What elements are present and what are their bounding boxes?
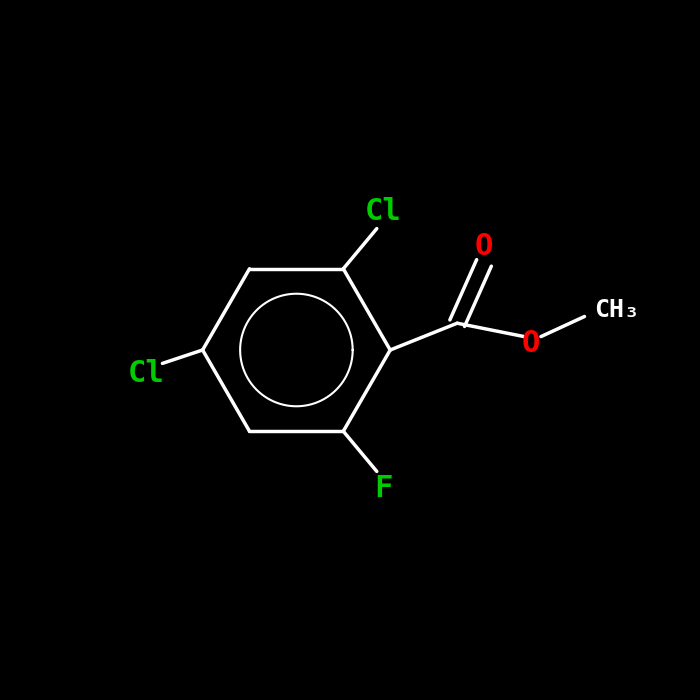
Text: CH₃: CH₃ bbox=[594, 298, 640, 322]
Text: O: O bbox=[475, 232, 493, 260]
Text: Cl: Cl bbox=[127, 359, 164, 388]
Text: F: F bbox=[374, 474, 393, 503]
Text: O: O bbox=[522, 329, 540, 358]
Text: Cl: Cl bbox=[365, 197, 402, 226]
